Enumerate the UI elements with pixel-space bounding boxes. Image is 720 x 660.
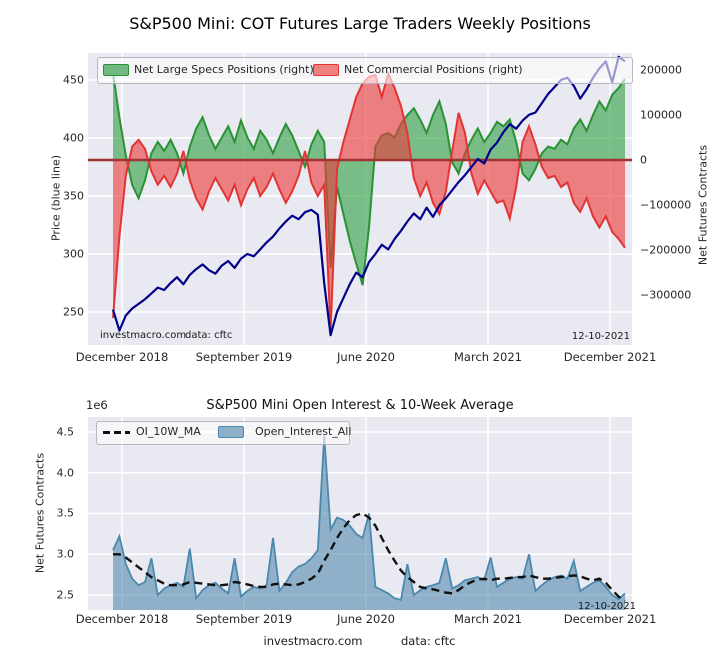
ma-legend-dash-icon (103, 431, 130, 434)
bottom-last-date-label: 12-10-2021 (577, 601, 636, 612)
net-tick-0: 0 (640, 153, 647, 167)
top-watermark-site: investmacro.com (100, 330, 187, 341)
oi-tick-4.5: 4.5 (56, 425, 75, 439)
commercials-legend-label: Net Commercial Positions (right) (344, 63, 523, 76)
specs-legend-swatch-icon (103, 64, 129, 76)
oi-axis-label: Net Futures Contracts (33, 452, 47, 574)
top-xtick-jun2020: June 2020 (337, 350, 395, 364)
net-tick-n300000: −300000 (640, 288, 692, 302)
top-xtick-mar2021: March 2021 (454, 350, 522, 364)
top-xtick-sep2019: September 2019 (195, 350, 293, 364)
price-tick-450: 450 (63, 73, 84, 87)
oi-tick-4.0: 4.0 (56, 466, 75, 480)
specs-legend-label: Net Large Specs Positions (right) (134, 63, 314, 76)
bottom-xtick-dec2021: December 2021 (563, 612, 657, 626)
price-tick-350: 350 (63, 189, 84, 203)
net-contracts-axis-label: Net Futures Contracts (696, 144, 710, 266)
commercials-legend-swatch-icon (313, 64, 339, 76)
net-tick-100000: 100000 (640, 108, 682, 122)
net-tick-200000: 200000 (640, 63, 682, 77)
top-legend (97, 57, 633, 84)
top-xtick-dec2018: December 2018 (75, 350, 169, 364)
oi-tick-2.5: 2.5 (56, 588, 75, 602)
net-tick-n200000: −200000 (640, 243, 692, 257)
bottom-xtick-jun2020: June 2020 (337, 612, 395, 626)
oi-legend-swatch-icon (218, 426, 244, 438)
top-xtick-dec2021: December 2021 (563, 350, 657, 364)
bottom-chart-title: S&P500 Mini Open Interest & 10-Week Aver… (206, 398, 514, 413)
footer-source: data: cftc (401, 634, 456, 648)
price-tick-400: 400 (63, 131, 84, 145)
page-title: S&P500 Mini: COT Futures Large Traders W… (129, 14, 591, 33)
price-tick-300: 300 (63, 247, 84, 261)
bottom-xtick-sep2019: September 2019 (195, 612, 293, 626)
bottom-xtick-mar2021: March 2021 (454, 612, 522, 626)
oi-tick-3.0: 3.0 (56, 547, 75, 561)
net-tick-n100000: −100000 (640, 198, 692, 212)
bottom-xtick-dec2018: December 2018 (75, 612, 169, 626)
ma-legend-label: OI_10W_MA (136, 425, 201, 438)
top-last-date-label: 12-10-2021 (571, 331, 630, 342)
axis-offset-label: 1e6 (86, 398, 108, 412)
price-axis-label: Price (blue line) (49, 154, 63, 242)
footer-site: investmacro.com (263, 634, 363, 648)
oi-legend-label: Open_Interest_All (255, 425, 352, 438)
price-tick-250: 250 (63, 305, 84, 319)
oi-tick-3.5: 3.5 (56, 506, 75, 520)
top-watermark-source: data: cftc (185, 330, 233, 341)
